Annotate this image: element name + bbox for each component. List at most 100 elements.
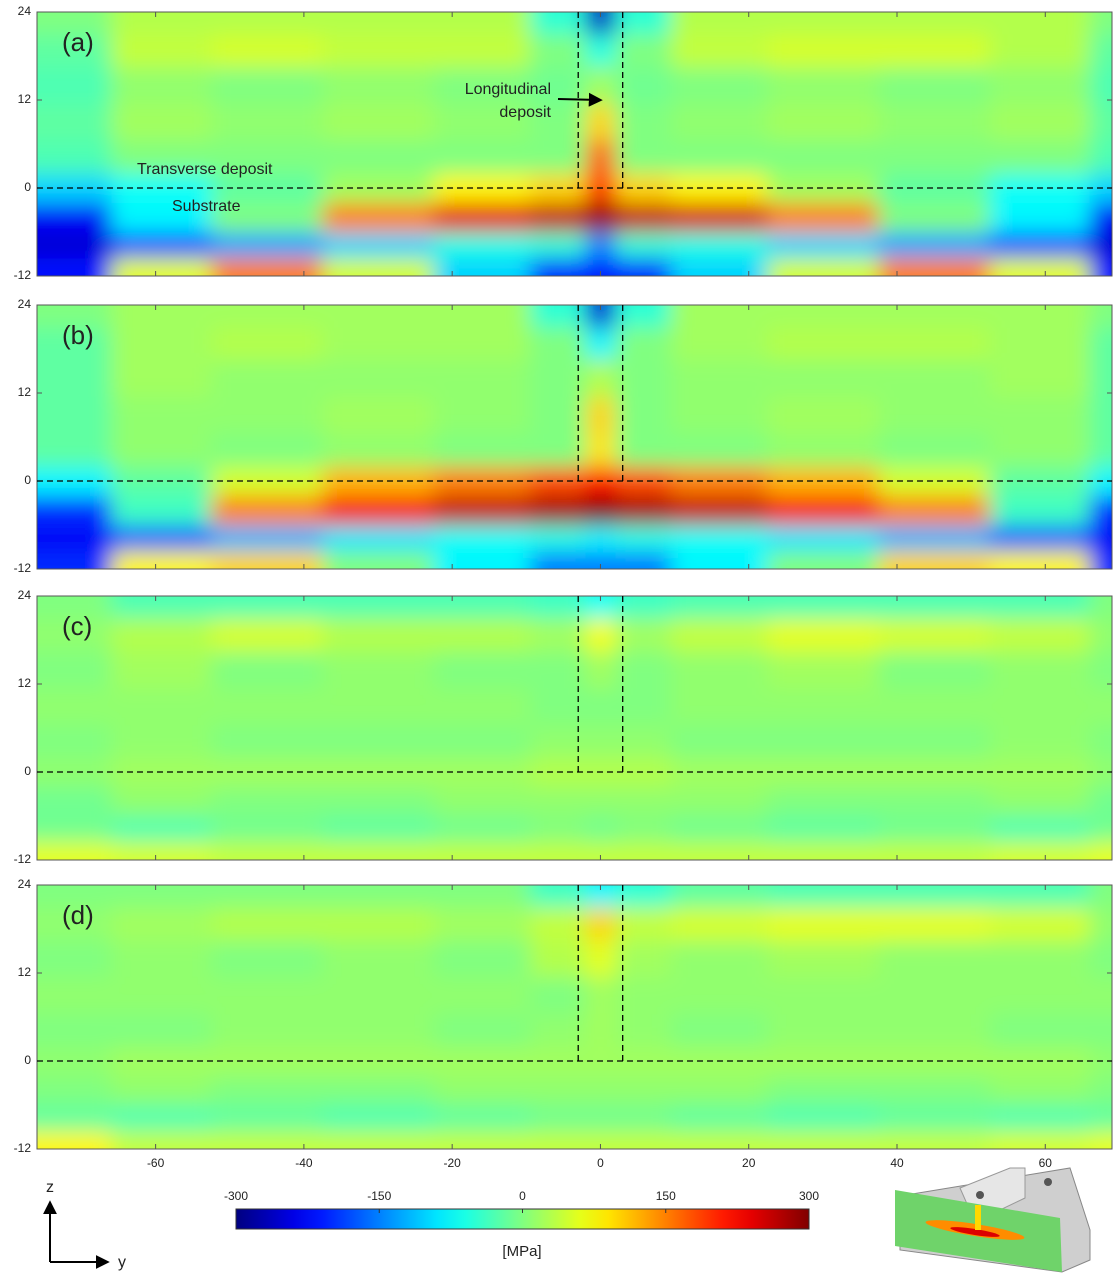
- cell: [111, 202, 212, 233]
- cell: [767, 396, 879, 434]
- cell: [433, 396, 531, 434]
- cell: [37, 466, 112, 497]
- cell: [989, 550, 1091, 569]
- cell: [211, 202, 323, 233]
- cell: [615, 687, 672, 725]
- cell: [433, 360, 531, 398]
- cell: [433, 618, 531, 652]
- cell: [1089, 433, 1112, 467]
- cell: [989, 305, 1091, 328]
- cell: [111, 724, 212, 758]
- cell: [322, 327, 435, 361]
- cell: [1089, 525, 1112, 552]
- cell: [989, 34, 1091, 68]
- cell: [1089, 724, 1112, 758]
- y-tick-label: 24: [18, 297, 32, 311]
- cell: [111, 907, 212, 941]
- cell: [530, 841, 587, 860]
- cell: [1089, 1130, 1112, 1149]
- colorbar-tick-label: -150: [367, 1189, 391, 1203]
- cell: [767, 687, 879, 725]
- cell: [211, 305, 323, 328]
- annotation: Substrate: [172, 198, 241, 215]
- cell: [37, 67, 112, 105]
- cell: [1089, 816, 1112, 843]
- cell: [615, 724, 672, 758]
- cell: [322, 786, 435, 817]
- cell: [530, 1075, 587, 1106]
- cell: [878, 841, 991, 860]
- x-tick-label: -40: [295, 1156, 313, 1170]
- panel-label: (c): [62, 611, 92, 641]
- cell: [433, 232, 531, 259]
- cell: [1089, 841, 1112, 860]
- cell: [878, 907, 991, 941]
- cell: [433, 12, 531, 35]
- heatmap-cells: [37, 305, 1112, 569]
- cell: [585, 596, 616, 619]
- cell: [111, 305, 212, 328]
- cell: [433, 257, 531, 276]
- cell: [615, 816, 672, 843]
- cell: [530, 940, 587, 978]
- cell: [530, 816, 587, 843]
- cell: [530, 525, 587, 552]
- cell: [322, 841, 435, 860]
- cell: [37, 786, 112, 817]
- cell: [989, 1013, 1091, 1047]
- cell: [878, 687, 991, 725]
- cell: [989, 976, 1091, 1014]
- cell: [767, 257, 879, 276]
- cell: [37, 596, 112, 619]
- cell: [585, 327, 616, 361]
- cell: [211, 34, 323, 68]
- cell: [670, 550, 768, 569]
- cell: [37, 34, 112, 68]
- cell: [615, 327, 672, 361]
- cell: [670, 67, 768, 105]
- cell: [585, 202, 616, 233]
- cell: [585, 907, 616, 941]
- cell: [1089, 907, 1112, 941]
- cell: [767, 433, 879, 467]
- cell: [767, 841, 879, 860]
- cell: [767, 550, 879, 569]
- x-tick-label: -60: [147, 1156, 165, 1170]
- cell: [878, 1013, 991, 1047]
- cell: [878, 724, 991, 758]
- cell: [322, 396, 435, 434]
- cell: [585, 1105, 616, 1132]
- cell: [615, 1075, 672, 1106]
- cell: [322, 618, 435, 652]
- cell: [322, 103, 435, 141]
- cell: [670, 202, 768, 233]
- cell: [878, 495, 991, 526]
- cell: [111, 1130, 212, 1149]
- cell: [670, 103, 768, 141]
- cell: [989, 885, 1091, 908]
- y-tick-label: -12: [14, 852, 32, 866]
- cell: [211, 140, 323, 174]
- cell: [433, 687, 531, 725]
- cell: [767, 103, 879, 141]
- cell: [111, 12, 212, 35]
- cell: [37, 1046, 112, 1077]
- cell: [585, 360, 616, 398]
- cell: [615, 495, 672, 526]
- inset-model: [895, 1167, 1091, 1273]
- cell: [322, 140, 435, 174]
- cell: [530, 1013, 587, 1047]
- cell: [670, 651, 768, 689]
- cell: [767, 327, 879, 361]
- cell: [37, 327, 112, 361]
- cell: [37, 1013, 112, 1047]
- cell: [878, 305, 991, 328]
- cell: [989, 495, 1091, 526]
- cell: [211, 816, 323, 843]
- cell: [989, 103, 1091, 141]
- cell: [878, 103, 991, 141]
- cell: [37, 360, 112, 398]
- cell: [37, 687, 112, 725]
- cell: [211, 841, 323, 860]
- cell: [767, 1130, 879, 1149]
